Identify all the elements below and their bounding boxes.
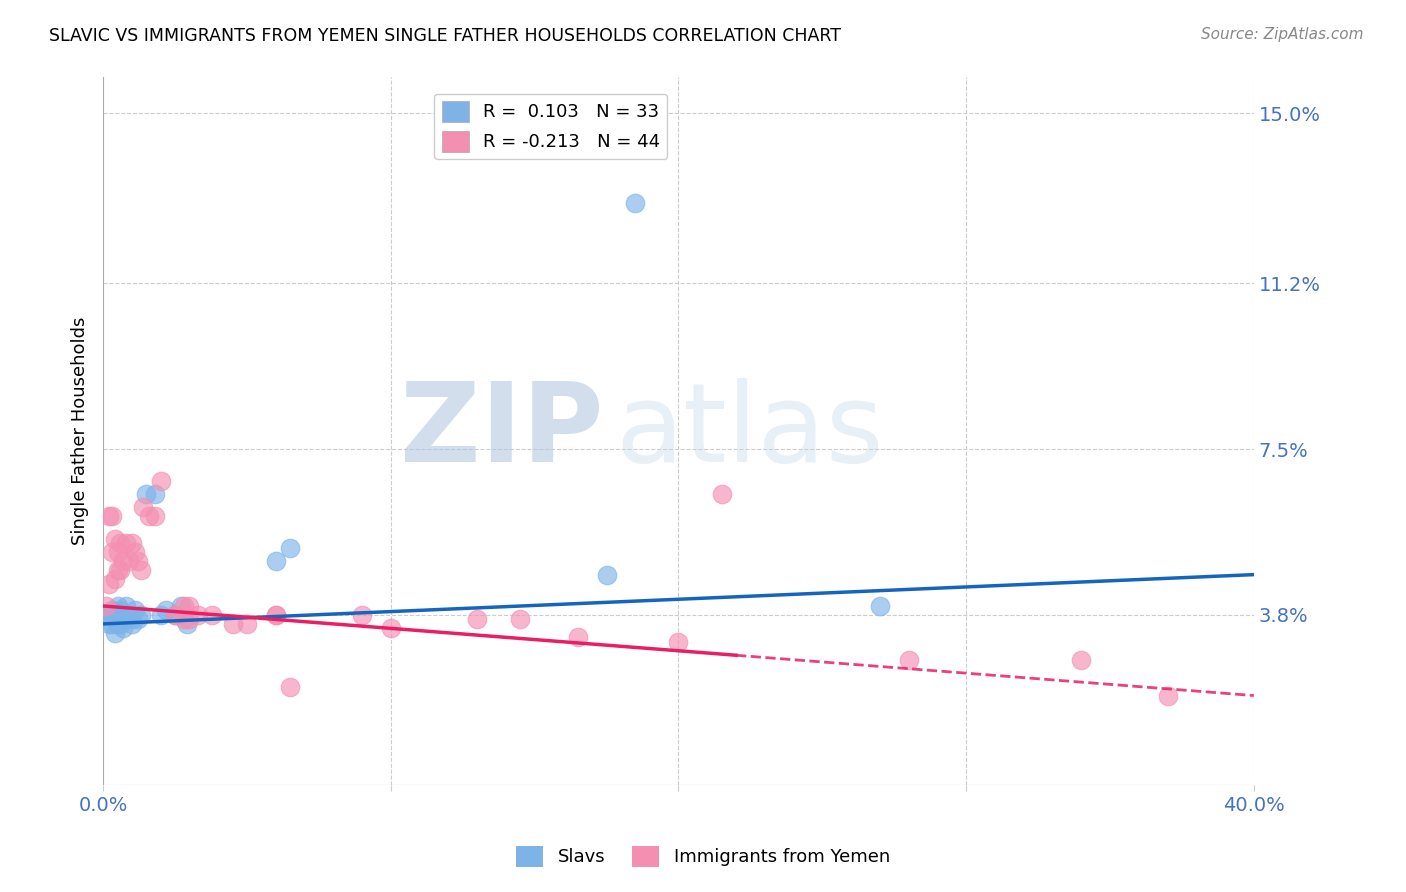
Point (135, 487, 157, 501)
Point (118, 607, 141, 622)
Point (595, 567, 617, 582)
Point (127, 554, 149, 568)
Text: ZIP: ZIP (401, 378, 603, 484)
Point (1156, 689, 1178, 703)
Point (104, 625, 127, 640)
Point (264, 607, 287, 622)
Point (143, 509, 166, 524)
Legend: R =  0.103   N = 33, R = -0.213   N = 44: R = 0.103 N = 33, R = -0.213 N = 44 (434, 94, 668, 159)
Point (115, 599, 138, 613)
Point (110, 563, 132, 577)
Point (187, 607, 209, 622)
Point (264, 607, 287, 622)
Point (94, 599, 117, 613)
Point (149, 607, 172, 622)
Point (350, 607, 373, 622)
Point (465, 612, 488, 626)
Point (509, 612, 531, 626)
Point (278, 541, 301, 555)
Point (100, 509, 122, 524)
Point (112, 612, 135, 626)
Point (97, 616, 120, 631)
Point (110, 603, 132, 617)
Point (112, 554, 135, 568)
Point (138, 509, 160, 524)
Point (201, 607, 224, 622)
Point (97, 509, 120, 524)
Text: SLAVIC VS IMMIGRANTS FROM YEMEN SINGLE FATHER HOUSEHOLDS CORRELATION CHART: SLAVIC VS IMMIGRANTS FROM YEMEN SINGLE F… (49, 27, 841, 45)
Point (107, 616, 129, 631)
Point (110, 536, 132, 550)
Point (100, 616, 122, 631)
Point (132, 500, 155, 515)
Point (1070, 653, 1092, 667)
Point (100, 545, 122, 559)
Point (110, 616, 132, 631)
Point (124, 603, 146, 617)
Point (115, 612, 138, 626)
Point (100, 603, 122, 617)
Point (179, 599, 201, 613)
Text: Source: ZipAtlas.com: Source: ZipAtlas.com (1201, 27, 1364, 42)
Point (129, 563, 152, 577)
Point (104, 572, 127, 586)
Point (121, 612, 143, 626)
Point (221, 616, 243, 631)
Point (107, 599, 129, 613)
Point (124, 545, 146, 559)
Point (264, 554, 287, 568)
Point (107, 563, 129, 577)
Point (121, 536, 143, 550)
Point (97, 607, 120, 622)
Point (897, 653, 920, 667)
Point (165, 607, 187, 622)
Point (112, 621, 135, 635)
Point (127, 612, 149, 626)
Point (710, 487, 733, 501)
Point (236, 616, 259, 631)
Point (121, 616, 143, 631)
Point (165, 607, 187, 622)
Point (179, 612, 201, 626)
Point (149, 474, 172, 488)
Point (143, 487, 166, 501)
Legend: Slavs, Immigrants from Yemen: Slavs, Immigrants from Yemen (509, 838, 897, 874)
Point (869, 599, 891, 613)
Point (173, 599, 195, 613)
Point (115, 536, 138, 550)
Point (155, 603, 177, 617)
Point (176, 616, 198, 631)
Point (668, 635, 690, 649)
Point (567, 630, 589, 644)
Text: atlas: atlas (616, 378, 884, 484)
Point (107, 545, 129, 559)
Point (118, 554, 141, 568)
Point (170, 599, 193, 613)
Point (104, 532, 127, 546)
Point (380, 621, 402, 635)
Point (104, 607, 127, 622)
Point (278, 680, 301, 694)
Point (129, 607, 152, 622)
Point (94, 607, 117, 622)
Y-axis label: Single Father Households: Single Father Households (72, 317, 89, 546)
Point (624, 195, 647, 210)
Point (97, 576, 120, 591)
Point (173, 612, 195, 626)
